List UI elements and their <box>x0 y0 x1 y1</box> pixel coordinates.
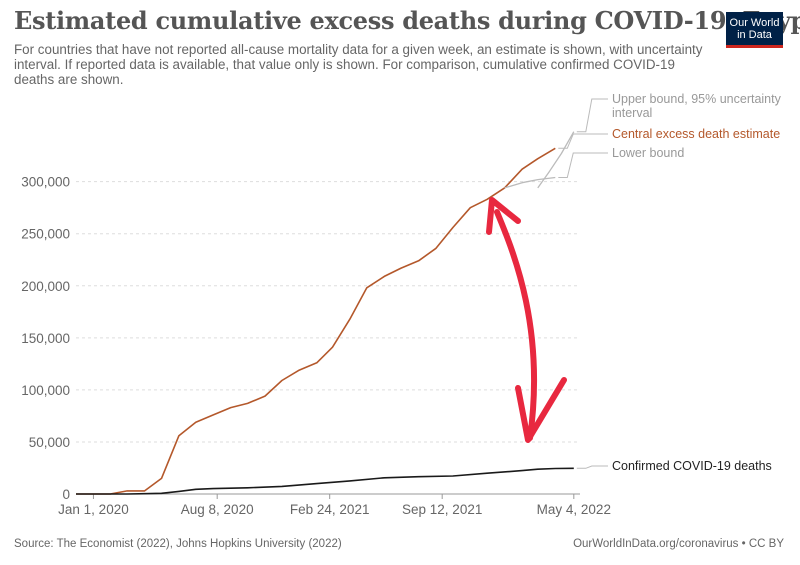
annotation-arrow <box>486 197 567 443</box>
arrow-head-top <box>486 197 521 235</box>
x-tick-label: Jan 1, 2020 <box>58 502 129 517</box>
series-lines <box>76 131 575 495</box>
series-labels: Upper bound, 95% uncertainty interval Cent… <box>558 92 782 473</box>
label-connector <box>576 465 608 469</box>
owid-logo[interactable]: Our World in Data <box>726 12 783 48</box>
label-connector <box>558 152 608 178</box>
label-connector <box>558 133 608 149</box>
series-line-central-1 <box>76 147 556 495</box>
logo-line-1: Our World <box>729 17 780 29</box>
y-tick-label: 300,000 <box>21 175 70 190</box>
series-label-line: Upper bound, 95% uncertainty <box>612 92 782 106</box>
series-label: Confirmed COVID-19 deaths <box>612 459 772 473</box>
y-axis-tick-labels: 0 50,000 100,000 150,000 200,000 250,000 300,0… <box>21 175 70 502</box>
x-tick-label: May 4, 2022 <box>537 502 611 517</box>
x-axis-tick-labels: Jan 1, 2020 Aug 8, 2020 Feb 24, 2021 Sep 12… <box>58 494 611 517</box>
arrow-shaft <box>494 209 538 441</box>
y-tick-label: 100,000 <box>21 383 70 398</box>
x-tick-label: Feb 24, 2021 <box>290 502 370 517</box>
series-label: Upper bound, 95% uncertainty interval <box>612 92 782 120</box>
x-tick-label: Sep 12, 2021 <box>402 502 482 517</box>
y-tick-label: 200,000 <box>21 279 70 294</box>
arrow-head-bottom <box>515 377 567 443</box>
series-label: Central excess death estimate <box>612 127 780 141</box>
y-tick-label: 150,000 <box>21 331 70 346</box>
series-line-confirmed-3 <box>76 467 574 495</box>
source-note[interactable]: Source: The Economist (2022), Johns Hopk… <box>14 538 342 550</box>
series-label-line: interval <box>612 106 652 120</box>
x-tick-label: Aug 8, 2020 <box>181 502 254 517</box>
label-connector <box>576 98 608 133</box>
chart-subtitle: For countries that have not reported all… <box>14 42 703 87</box>
y-tick-label: 0 <box>62 487 70 502</box>
series-line-bounds-0 <box>537 131 575 189</box>
series-label: Lower bound <box>612 146 684 160</box>
y-tick-label: 50,000 <box>29 435 70 450</box>
y-tick-label: 250,000 <box>21 227 70 242</box>
license-note[interactable]: OurWorldInData.org/coronavirus • CC BY <box>573 538 784 550</box>
series-line-bounds-2 <box>504 176 556 189</box>
logo-line-2: in Data <box>737 29 772 41</box>
chart-title: Estimated cumulative excess deaths durin… <box>14 6 800 35</box>
